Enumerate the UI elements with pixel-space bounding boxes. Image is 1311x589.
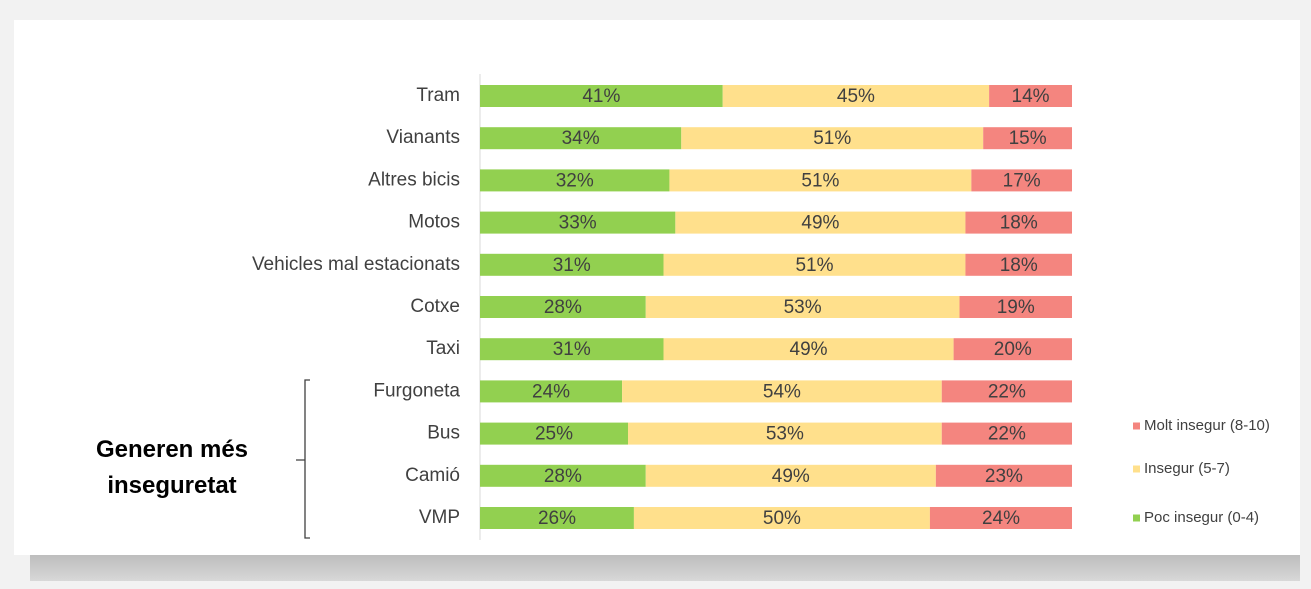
bar-segment [941, 422, 1072, 445]
legend-label: Molt insegur (8-10) [1144, 417, 1270, 434]
data-label: 32% [556, 170, 594, 191]
y-tick-label: VMP [419, 507, 460, 528]
bar-segment [480, 338, 664, 361]
bar-segment [633, 507, 930, 529]
y-tick-label: Furgoneta [373, 380, 460, 401]
data-label: 15% [1009, 128, 1047, 149]
bar-segment [971, 169, 1072, 192]
data-label: 51% [795, 255, 833, 276]
data-label: 23% [985, 466, 1023, 487]
bar-segment [989, 85, 1072, 107]
data-label: 24% [532, 381, 570, 402]
data-label: 22% [988, 381, 1026, 402]
bar-segment [669, 169, 972, 192]
bar-segment [663, 253, 966, 276]
bracket [296, 379, 310, 539]
bar-segment [480, 253, 664, 276]
shadow [30, 555, 1300, 581]
y-tick-label: Motos [408, 212, 460, 233]
data-label: 20% [994, 339, 1032, 360]
bar-segment [965, 211, 1072, 234]
data-label: 26% [538, 508, 576, 529]
bar-segment [929, 507, 1072, 529]
y-tick-label: Tram [416, 85, 460, 106]
data-label: 34% [562, 128, 600, 149]
y-tick-label: Vehicles mal estacionats [252, 254, 460, 275]
bar-segment [959, 296, 1072, 318]
bar-segment [480, 169, 670, 192]
data-label: 51% [813, 128, 851, 149]
bar-segment [953, 338, 1072, 361]
bar-segment [935, 464, 1072, 487]
bar-segment [675, 211, 966, 234]
data-label: 41% [582, 86, 620, 107]
data-label: 50% [763, 508, 801, 529]
legend-marker [1133, 422, 1140, 430]
bar-segment [681, 127, 984, 150]
legend-marker [1133, 465, 1140, 473]
bar-segment [480, 464, 646, 487]
y-tick-label: Vianants [386, 127, 460, 148]
data-label: 25% [535, 424, 573, 445]
data-label: 49% [772, 466, 810, 487]
data-label: 53% [784, 297, 822, 318]
bar-segment [480, 211, 676, 234]
y-tick-label: Bus [427, 423, 460, 444]
bar-segment [480, 127, 682, 150]
data-label: 24% [982, 508, 1020, 529]
bar-segment [983, 127, 1072, 150]
bar-segment [663, 338, 954, 361]
bar-segment [480, 296, 646, 318]
legend-marker [1133, 514, 1140, 522]
data-label: 19% [997, 297, 1035, 318]
bar-segment [645, 296, 960, 318]
data-label: 17% [1003, 170, 1041, 191]
data-label: 14% [1012, 86, 1050, 107]
data-label: 49% [790, 339, 828, 360]
data-label: 28% [544, 466, 582, 487]
data-label: 54% [763, 381, 801, 402]
bar-segment [480, 507, 634, 529]
data-label: 51% [801, 170, 839, 191]
bar-segment [628, 422, 942, 445]
data-label: 28% [544, 297, 582, 318]
bar-segment [622, 380, 942, 403]
data-label: 22% [988, 424, 1026, 445]
bar-segment [480, 422, 628, 445]
data-label: 18% [1000, 213, 1038, 234]
bar-segment [480, 380, 623, 403]
y-tick-label: Cotxe [410, 296, 460, 317]
data-label: 49% [801, 213, 839, 234]
bar-segment [965, 253, 1072, 276]
data-label: 31% [553, 255, 591, 276]
legend-label: Insegur (5-7) [1144, 460, 1230, 477]
data-label: 53% [766, 424, 804, 445]
data-label: 31% [553, 339, 591, 360]
y-tick-label: Taxi [426, 338, 460, 359]
y-tick-label: Camió [405, 465, 460, 486]
data-label: 33% [559, 213, 597, 234]
bar-segment [645, 464, 936, 487]
bar-segment [480, 85, 723, 107]
legend-label: Poc insegur (0-4) [1144, 509, 1259, 526]
y-tick-label: Altres bicis [368, 169, 460, 190]
bar-segment [722, 85, 990, 107]
annotation: Generen més inseguretat [95, 436, 249, 499]
bar-segment [941, 380, 1072, 403]
data-label: 18% [1000, 255, 1038, 276]
data-label: 45% [837, 86, 875, 107]
